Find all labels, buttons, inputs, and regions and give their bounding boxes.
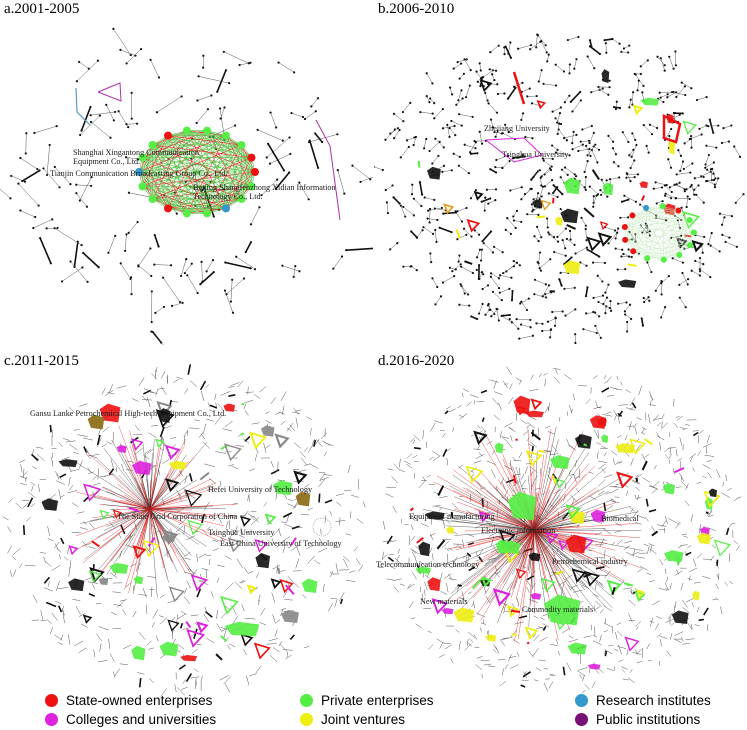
label-electronic-information: Electronic information [481, 526, 555, 535]
legend-label-private: Private enterprises [321, 693, 434, 708]
clusters-c [41, 400, 332, 662]
legend-dot-state-owned [45, 694, 58, 707]
legend-item-colleges: Colleges and universities [45, 712, 216, 727]
label-beijing-shangfenzhong-2: Technology Co., Ltd. [193, 192, 263, 201]
network-a: Shanghai Xingantong Communication Equipm… [0, 27, 373, 345]
legend-item-public: Public institutions [575, 712, 700, 727]
label-east-china-university: East China University of Technology [220, 539, 343, 548]
label-tsinghua-university: Tsinghua University [502, 150, 569, 159]
label-beijing-shangfenzhong-1: Beijing Shangfenzhong Xidian Information [193, 183, 336, 192]
background-edges-d [378, 366, 742, 693]
cluster-a [75, 82, 341, 221]
label-state-grid: The State Grid Corporation of China [117, 512, 238, 521]
legend-label-colleges: Colleges and universities [66, 712, 217, 727]
legend-label-public: Public institutions [596, 712, 701, 727]
legend-label-research: Research institutes [596, 693, 711, 708]
panel-d-title: d.2016-2020 [378, 353, 455, 369]
background-edges-b [374, 33, 745, 345]
label-hefei-university: Hefei University of Technology [208, 485, 313, 494]
label-shanghai-xingantong-1: Shanghai Xingantong Communication [73, 148, 199, 157]
label-tianjin-communication: Tianjin Communication Broadcasting Group… [50, 169, 228, 178]
legend: State-owned enterprises Private enterpri… [0, 690, 747, 730]
panel-d-2016-2020: d.2016-2020 Equipment manufacturing Elec… [374, 352, 747, 697]
panel-c-title: c.2011-2015 [4, 353, 79, 369]
label-biomedical: Biomedical [601, 514, 639, 523]
legend-dot-research [575, 694, 588, 707]
legend-item-research: Research institutes [575, 693, 711, 708]
label-shanghai-xingantong-2: Equipment Co., Ltd. [73, 157, 140, 166]
legend-label-state-owned: State-owned enterprises [66, 693, 213, 708]
legend-label-joint-ventures: Joint ventures [321, 712, 406, 727]
network-c: Gansu Lanke Petrochemical High-tech Equi… [2, 364, 366, 697]
label-zhejiang-university: Zhejiang University [484, 124, 551, 133]
legend-dot-joint-ventures [300, 713, 313, 726]
label-telecommunication-technology: Telecommunication technology [376, 560, 480, 569]
label-petrochemical-industry: Petrochemical industry [552, 557, 629, 566]
clusters-d [409, 395, 732, 670]
legend-item-state-owned: State-owned enterprises [45, 693, 212, 708]
label-equipment-manufacturing: Equipment manufacturing [409, 512, 495, 521]
clusters-b [417, 69, 704, 293]
network-d: Equipment manufacturing Electronic infor… [376, 366, 742, 693]
label-commodity-materials: Commodity materials [522, 605, 593, 614]
label-tsinghua-university-c: Tsinghua University [208, 528, 275, 537]
label-new-materials: New materials [420, 597, 468, 606]
panel-a-title: a.2001-2005 [4, 1, 80, 17]
panel-c-2011-2015: c.2011-2015 Gansu Lanke Petrochemical Hi… [0, 352, 373, 697]
legend-item-private: Private enterprises [300, 693, 434, 708]
panel-a-2001-2005: a.2001-2005 Shanghai Xingantong Communic… [0, 0, 373, 345]
legend-dot-private [300, 694, 313, 707]
legend-dot-colleges [45, 713, 58, 726]
network-b: Zhejiang University Tsinghua University [374, 33, 745, 345]
legend-dot-public [575, 713, 588, 726]
panel-b-2006-2010: b.2006-2010 Zhejiang University Tsinghua… [374, 0, 747, 345]
label-gansu-lanke: Gansu Lanke Petrochemical High-tech Equi… [30, 409, 226, 418]
legend-item-joint-ventures: Joint ventures [300, 712, 405, 727]
panel-b-title: b.2006-2010 [378, 1, 455, 17]
